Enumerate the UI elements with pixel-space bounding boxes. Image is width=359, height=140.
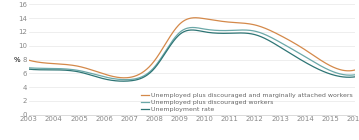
Unemployment rate: [266, 39, 270, 41]
Line: Unemployed plus discouraged and marginally attached workers: Unemployed plus discouraged and marginal…: [29, 18, 355, 78]
Y-axis label: %: %: [14, 57, 20, 62]
Unemployment rate: [353, 76, 358, 78]
Unemployed plus discouraged workers: [123, 79, 127, 80]
Unemployed plus discouraged and marginally attached workers: [66, 64, 70, 66]
Line: Unemployed plus discouraged workers: Unemployed plus discouraged workers: [29, 27, 355, 80]
Unemployed plus discouraged and marginally attached workers: [27, 59, 31, 61]
Unemployment rate: [157, 62, 161, 63]
Unemployment rate: [66, 70, 70, 71]
Unemployed plus discouraged workers: [190, 27, 195, 28]
Unemployment rate: [234, 32, 238, 34]
Unemployment rate: [121, 80, 125, 82]
Unemployed plus discouraged workers: [264, 34, 268, 36]
Unemployed plus discouraged workers: [266, 35, 270, 37]
Unemployed plus discouraged workers: [234, 29, 238, 31]
Unemployed plus discouraged and marginally attached workers: [353, 69, 358, 71]
Unemployed plus discouraged and marginally attached workers: [264, 28, 268, 30]
Unemployment rate: [190, 29, 194, 31]
Unemployed plus discouraged and marginally attached workers: [234, 22, 238, 24]
Unemployed plus discouraged workers: [157, 60, 161, 62]
Unemployed plus discouraged and marginally attached workers: [157, 54, 161, 55]
Unemployed plus discouraged and marginally attached workers: [193, 17, 197, 19]
Legend: Unemployed plus discouraged and marginally attached workers, Unemployed plus dis: Unemployed plus discouraged and marginal…: [141, 93, 352, 112]
Unemployment rate: [134, 79, 138, 81]
Unemployed plus discouraged workers: [353, 74, 358, 76]
Unemployed plus discouraged workers: [27, 67, 31, 69]
Unemployed plus discouraged workers: [66, 68, 70, 70]
Unemployed plus discouraged and marginally attached workers: [134, 75, 138, 77]
Unemployment rate: [27, 68, 31, 70]
Unemployed plus discouraged workers: [134, 78, 138, 80]
Unemployed plus discouraged and marginally attached workers: [122, 77, 127, 79]
Line: Unemployment rate: Unemployment rate: [29, 30, 355, 81]
Unemployment rate: [264, 38, 268, 40]
Unemployed plus discouraged and marginally attached workers: [266, 29, 270, 30]
